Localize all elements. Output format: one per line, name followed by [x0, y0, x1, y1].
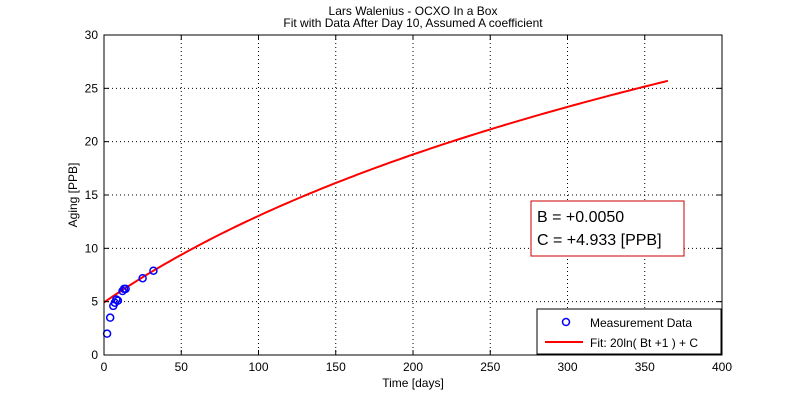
legend-frame	[536, 308, 722, 355]
legend: Measurement Data Fit: 20ln( Bt +1 ) + C	[536, 308, 722, 355]
y-tick-labels: 0 5 10 15 20 25 30	[85, 28, 99, 362]
measurement-point	[105, 313, 115, 322]
y-tick-label: 10	[85, 241, 99, 255]
y-tick-label: 25	[85, 81, 99, 95]
fit-curve-line	[103, 79, 669, 304]
x-tick-label: 0	[101, 360, 108, 374]
annotation-b-value: B = +0.0050	[537, 209, 624, 226]
annotation-c-value: C = +4.933 [PPB]	[537, 232, 662, 249]
legend-label-measurement: Measurement Data	[590, 316, 692, 330]
x-tick-label: 100	[248, 360, 268, 374]
x-tick-label: 200	[403, 360, 423, 374]
grid-lines	[104, 35, 722, 355]
chart-subtitle: Fit with Data After Day 10, Assumed A co…	[283, 16, 543, 30]
x-tick-label: 50	[175, 360, 189, 374]
y-tick-label: 30	[85, 28, 99, 42]
measurement-point	[138, 273, 147, 283]
legend-marker-symbol	[561, 317, 571, 327]
y-tick-label: 15	[85, 188, 99, 202]
measurement-point	[149, 266, 158, 275]
measurement-point	[112, 295, 121, 304]
legend-label-fit: Fit: 20ln( Bt +1 ) + C	[590, 336, 698, 350]
measurement-series	[102, 266, 158, 338]
x-tick-label: 150	[326, 360, 346, 374]
y-tick-label: 20	[85, 135, 99, 149]
annotation-frame	[530, 200, 685, 257]
fit-series	[103, 79, 669, 304]
x-tick-label: 300	[557, 360, 577, 374]
y-tick-label: 5	[91, 295, 98, 309]
y-tick-label: 0	[91, 348, 98, 362]
measurement-point	[113, 296, 123, 305]
x-tick-label: 400	[712, 360, 732, 374]
x-tick-label: 250	[480, 360, 500, 374]
y-axis-label: Aging [PPB]	[66, 163, 80, 228]
x-tick-label: 350	[635, 360, 655, 374]
chart-title: Lars Walenius - OCXO In a Box	[329, 4, 498, 18]
annotation-box: B = +0.0050 C = +4.933 [PPB]	[530, 200, 685, 257]
measurement-point	[121, 284, 130, 294]
x-tick-labels: 0 50 100 150 200 250 300 350 400	[101, 360, 733, 374]
x-axis-label: Time [days]	[382, 376, 444, 390]
